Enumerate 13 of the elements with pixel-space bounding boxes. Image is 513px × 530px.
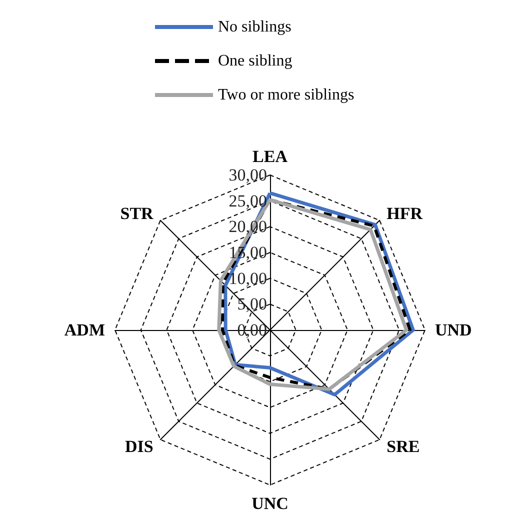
spoke-label: UNC xyxy=(252,494,288,513)
legend-label: One sibling xyxy=(218,52,292,70)
spoke-label: ADM xyxy=(64,320,105,340)
y-tick-label: 30,00 xyxy=(228,166,267,184)
spoke-label: STR xyxy=(120,204,154,223)
spoke-label: HFR xyxy=(386,204,424,223)
legend-label: No siblings xyxy=(218,18,292,36)
legend-label: Two or more siblings xyxy=(218,86,354,104)
y-tick-label: 20,00 xyxy=(228,217,267,236)
spoke-label: LEA xyxy=(252,147,288,166)
spoke-label: SRE xyxy=(386,437,420,456)
spoke-label: UND xyxy=(435,320,472,340)
spoke-label: DIS xyxy=(124,437,154,456)
